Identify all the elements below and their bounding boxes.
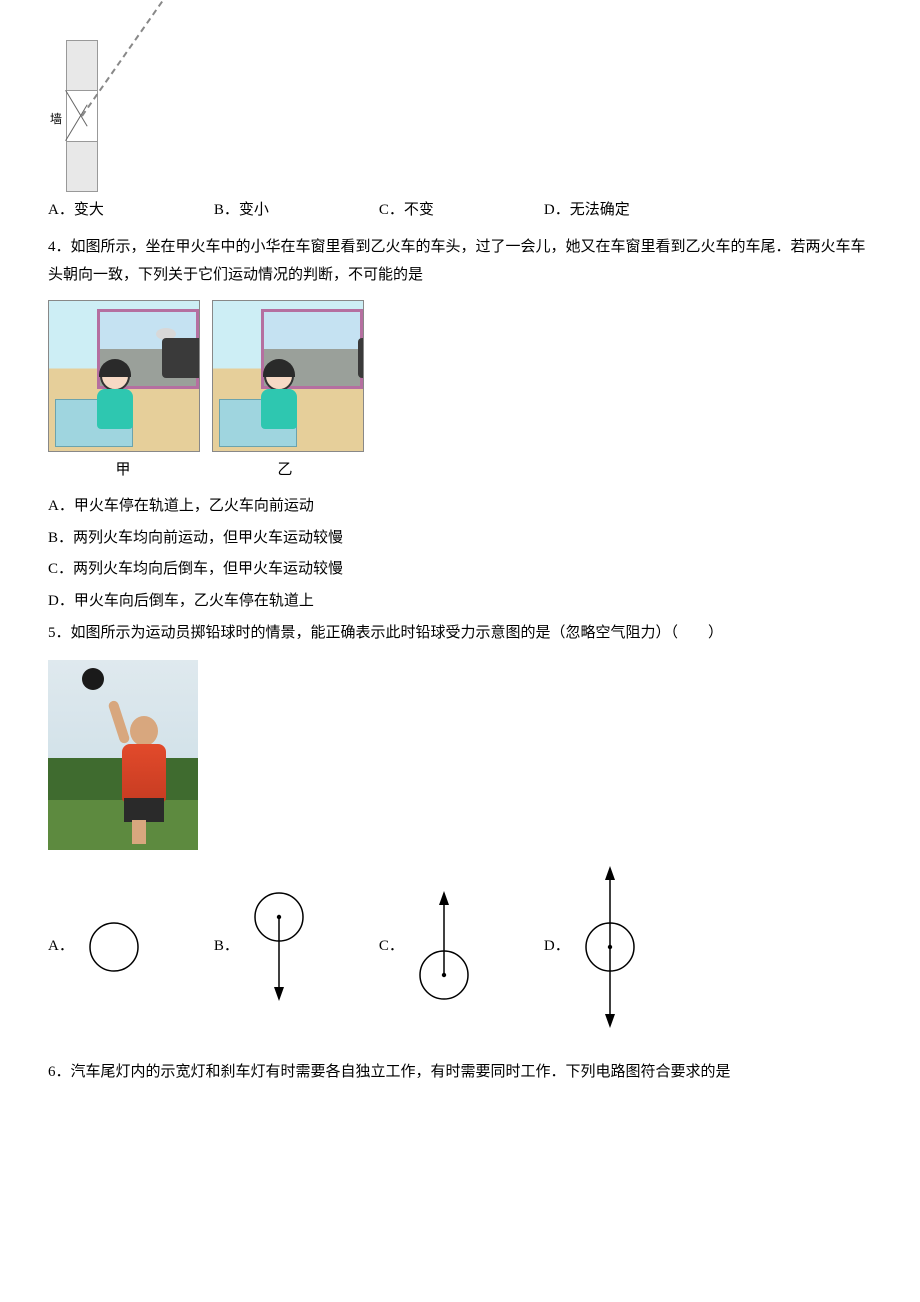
q5-torso-icon [122,744,166,802]
q4-panel-jia [48,300,200,452]
q5-option-B: B． [214,887,309,1007]
q4-option-D: D．甲火车向后倒车，乙火车停在轨道上 [48,587,872,616]
q4-label-yi: 乙 [210,456,360,485]
q5-leg-icon [132,820,146,844]
q3-option-C: C．不变 [379,196,434,225]
q5-shorts-icon [124,798,164,822]
q4-label-jia: 甲 [48,456,198,485]
q5-shotput-ball-icon [82,668,104,690]
q4-girl-yi [257,361,301,441]
q5-diagram-D [580,862,640,1032]
q5-option-C-label: C． [379,932,404,961]
q5-stem: 5．如图所示为运动员掷铅球时的情景，能正确表示此时铅球受力示意图的是（忽略空气阻… [48,619,872,648]
q5-diagram-B [249,887,309,1007]
q4-body-icon-2 [261,389,297,429]
q4-option-C: C．两列火车均向后倒车，但甲火车运动较慢 [48,555,872,584]
q4-hair-icon [99,359,131,377]
q3-door-diagram: 墙 [48,40,120,190]
q5-option-A: A． [48,917,144,977]
q4-stem: 4．如图所示，坐在甲火车中的小华在车窗里看到乙火车的车头，过了一会儿，她又在车窗… [48,233,872,290]
q4-hair-icon-2 [263,359,295,377]
q4-girl-jia [93,361,137,441]
q4-figure-labels: 甲 乙 [48,456,872,485]
q3-option-A: A．变大 [48,196,104,225]
q5-option-C: C． [379,887,474,1007]
q5-diagram-A [84,917,144,977]
q5-arm-icon [107,699,130,744]
q3-option-D: D．无法确定 [544,196,630,225]
q5-option-B-label: B． [214,932,239,961]
q4-option-A: A．甲火车停在轨道上，乙火车向前运动 [48,492,872,521]
q5-photo [48,660,198,850]
q3-option-B: B．变小 [214,196,269,225]
q6-stem: 6．汽车尾灯内的示宽灯和刹车灯有时需要各自独立工作，有时需要同时工作．下列电路图… [48,1058,872,1087]
q5-option-D-label: D． [544,932,570,961]
q5-options-row: A． B． C． D． [48,862,872,1032]
q5-option-D: D． [544,862,640,1032]
q5-option-A-label: A． [48,932,74,961]
q4-train-rear-icon [358,338,364,378]
q5-head-icon [130,716,158,746]
q3-wall-label: 墙 [50,108,62,131]
q5-athlete [102,694,180,844]
q4-figure [48,300,872,452]
q4-train-front-icon [162,338,200,378]
q4-body-icon [97,389,133,429]
q4-panel-yi [212,300,364,452]
q5-diagram-C [414,887,474,1007]
q3-options-row: A．变大 B．变小 C．不变 D．无法确定 [48,196,872,225]
q4-option-B: B．两列火车均向前运动，但甲火车运动较慢 [48,524,872,553]
